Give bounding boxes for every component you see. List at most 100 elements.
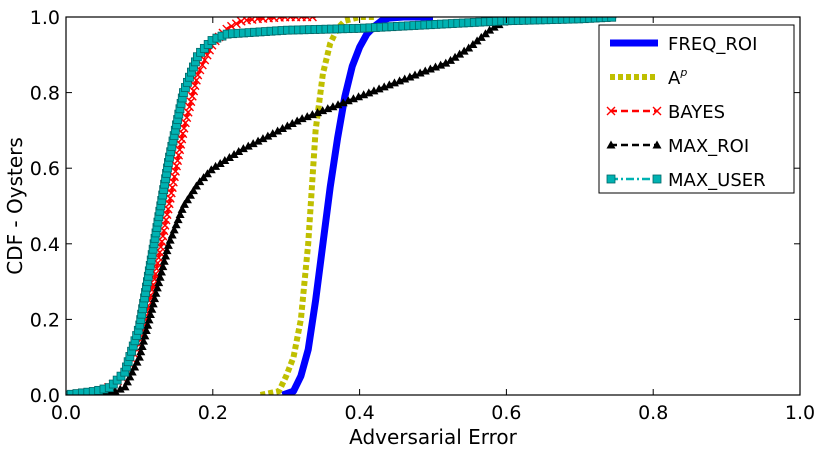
data-point [211, 161, 221, 170]
x-axis-title: Adversarial Error [349, 425, 518, 449]
data-point [136, 347, 146, 356]
data-point [307, 17, 317, 22]
data-point [185, 190, 195, 199]
legend-marker [652, 140, 662, 149]
plot-frame [65, 16, 801, 396]
ticks-layer: 0.0 0.2 0.4 0.6 0.8 1.0 0.0 0.2 0.4 0.6 0.8 1.0 [30, 7, 815, 424]
data-point [464, 43, 474, 52]
legend-marker [652, 174, 662, 184]
data-point [148, 299, 158, 308]
legend-entry: BAYES [606, 102, 725, 123]
data-point [263, 131, 273, 140]
data-point [132, 357, 142, 366]
data-point [268, 129, 278, 138]
data-point [455, 49, 465, 58]
data-point [215, 158, 225, 167]
y-tick-label: 0.6 [30, 158, 60, 180]
legend-entry: MAX_USER [606, 170, 766, 191]
series-a-p [259, 17, 375, 395]
data-point [489, 22, 499, 31]
legend-box [598, 24, 795, 194]
data-point [169, 225, 179, 234]
data-point [140, 331, 150, 340]
legend-marker [652, 106, 662, 116]
data-point [125, 372, 135, 381]
data-point [446, 55, 456, 64]
y-tick-label: 0.0 [30, 385, 60, 407]
data-point [229, 150, 239, 159]
data-point [167, 230, 177, 239]
x-tick-label: 0.0 [51, 402, 81, 424]
data-point [187, 91, 197, 101]
data-point [175, 210, 185, 219]
data-point [145, 310, 155, 319]
legend-marker [606, 140, 616, 149]
data-point [183, 107, 193, 117]
x-tick-label: 0.8 [638, 402, 668, 424]
data-point [159, 256, 169, 265]
data-point [231, 19, 241, 29]
data-point [441, 58, 451, 67]
x-tick-label: 1.0 [785, 402, 815, 424]
data-point [220, 155, 230, 164]
legend-entry: FREQ_ROI [610, 34, 757, 55]
y-tick-label: 0.4 [30, 234, 60, 256]
data-point [141, 326, 151, 335]
data-point [130, 362, 140, 371]
data-point [180, 118, 190, 128]
data-point [186, 97, 196, 107]
data-point [234, 147, 244, 156]
legend-label: FREQ_ROI [668, 34, 757, 55]
data-point [200, 55, 210, 65]
data-point [248, 139, 258, 148]
data-point [171, 220, 181, 229]
data-point [152, 283, 162, 292]
x-tick-label: 0.2 [198, 402, 228, 424]
data-point [253, 136, 263, 145]
data-point [182, 195, 192, 204]
data-point [177, 204, 187, 213]
series-layer [66, 17, 617, 395]
data-point [179, 123, 189, 133]
y-tick-label: 0.2 [30, 309, 60, 331]
x-tick-label: 0.6 [491, 402, 521, 424]
data-point [190, 81, 200, 91]
data-point [485, 25, 495, 34]
data-point [236, 17, 246, 26]
data-point [162, 246, 172, 255]
data-point [161, 251, 171, 260]
data-point [158, 262, 168, 271]
x-tick-label: 0.4 [344, 402, 374, 424]
data-point [137, 341, 147, 350]
data-point [258, 134, 268, 143]
legend-marker [606, 106, 616, 116]
y-axis-title: CDF - Oysters [3, 137, 27, 275]
data-point [191, 181, 201, 190]
data-point [163, 240, 173, 249]
data-point [147, 304, 157, 313]
data-point [120, 382, 130, 391]
data-point [151, 288, 161, 297]
data-point [292, 116, 302, 125]
data-point [173, 215, 183, 224]
data-point [238, 144, 248, 153]
legend-entry: MAX_ROI [606, 136, 749, 157]
data-point [150, 294, 160, 303]
data-point [277, 124, 287, 133]
data-point [206, 165, 216, 174]
data-point [188, 186, 198, 195]
y-tick-label: 1.0 [30, 7, 60, 29]
series-freq-roi [281, 17, 433, 395]
data-point [144, 315, 154, 324]
data-point [243, 141, 253, 150]
data-point [127, 367, 137, 376]
legend-label: BAYES [668, 102, 725, 123]
legend-label-superscript: p [679, 66, 687, 79]
data-point [115, 384, 125, 393]
data-point [165, 235, 175, 244]
data-point [287, 118, 297, 127]
data-point [224, 152, 234, 161]
data-point [143, 320, 153, 329]
